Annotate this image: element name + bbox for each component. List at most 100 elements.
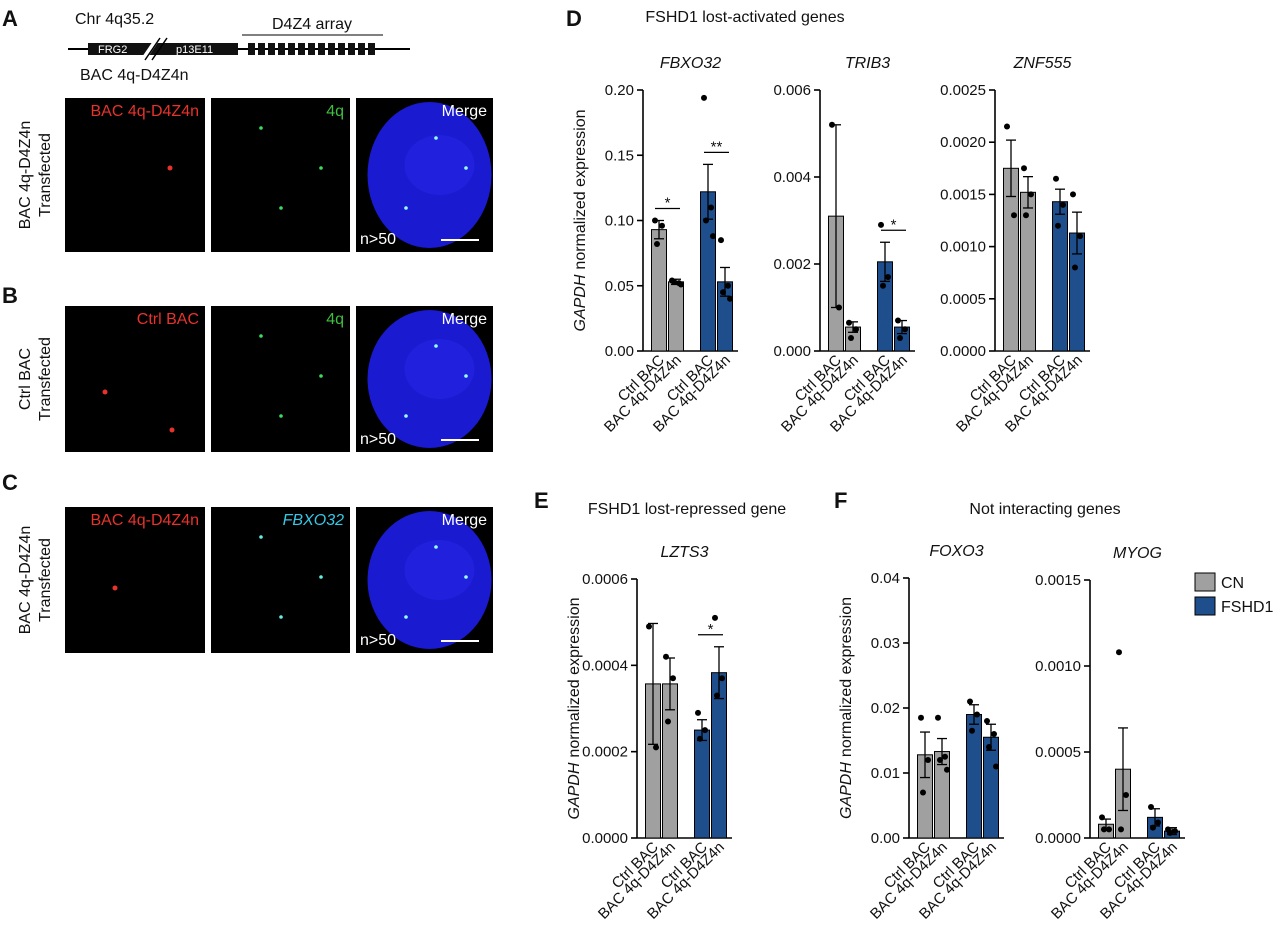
data-point	[848, 334, 854, 341]
legend-label: FSHD1	[1221, 599, 1274, 616]
data-point	[1028, 191, 1034, 198]
chart-title: MYOG	[1113, 545, 1162, 562]
chart-title: FBXO32	[660, 55, 721, 72]
data-point	[1099, 814, 1105, 821]
data-point	[853, 326, 859, 333]
signal-dot	[279, 206, 283, 210]
row-label: Ctrl BAC	[17, 348, 34, 410]
significance-label: *	[708, 621, 714, 638]
data-point	[969, 727, 975, 734]
error-bar	[1055, 188, 1065, 215]
data-point	[993, 763, 999, 770]
micrograph	[65, 507, 205, 653]
channel-label: Ctrl BAC	[137, 311, 199, 328]
signal-dot	[404, 615, 408, 619]
data-point	[1172, 828, 1178, 835]
count-label: n>50	[360, 632, 396, 649]
micrograph	[211, 507, 350, 653]
row-label: BAC 4q-D4Z4n	[17, 526, 34, 635]
data-point	[1101, 826, 1107, 833]
data-point	[1116, 649, 1122, 656]
panel-label: C	[2, 470, 18, 495]
data-point	[1004, 123, 1010, 130]
data-point	[665, 718, 671, 725]
y-tick-label: 0.20	[605, 82, 634, 99]
y-tick-label: 0.0000	[582, 830, 628, 847]
count-label: n>50	[360, 431, 396, 448]
error-bar	[920, 731, 930, 779]
data-point	[944, 766, 950, 773]
data-point	[885, 274, 891, 281]
data-point	[652, 217, 658, 224]
bar	[983, 736, 999, 839]
y-tick-label: 0.15	[605, 147, 634, 164]
group-title: FSHD1 lost-activated genes	[645, 9, 844, 26]
data-point	[984, 718, 990, 724]
group-title: Not interacting genes	[969, 501, 1120, 518]
row-label: Transfected	[37, 337, 54, 421]
panel-label: A	[2, 6, 18, 31]
channel-label: 4q	[326, 311, 344, 328]
error-bar	[1023, 176, 1033, 209]
error-bar	[714, 646, 724, 700]
panel-label: F	[834, 488, 847, 513]
error-bar	[1072, 211, 1082, 255]
data-point	[720, 289, 726, 296]
data-point	[1167, 829, 1173, 836]
nucleus-texture	[404, 339, 475, 399]
channel-label: Merge	[442, 103, 487, 120]
y-axis-label-gene: GAPDH	[838, 762, 855, 819]
y-axis-label: GAPDH normalized expression	[566, 598, 583, 820]
data-point	[670, 675, 676, 682]
data-point	[846, 319, 852, 326]
y-tick-label: 0.0004	[582, 657, 628, 674]
y-tick-label: 0.0000	[1035, 830, 1081, 847]
bar	[694, 729, 710, 839]
data-point	[1148, 804, 1154, 811]
channel-label: 4q	[326, 103, 344, 120]
data-point	[974, 711, 980, 718]
data-point	[829, 121, 835, 128]
y-tick-label: 0.0000	[940, 343, 986, 360]
data-point	[920, 789, 926, 796]
nucleus-texture	[404, 135, 475, 195]
signal-dot	[112, 585, 118, 591]
y-tick-label: 0.0005	[940, 291, 986, 308]
data-point	[695, 709, 701, 716]
data-point	[654, 240, 660, 247]
row-label: Transfected	[37, 538, 54, 622]
significance-label: *	[891, 216, 897, 233]
y-tick-label: 0.10	[605, 213, 634, 230]
micrograph	[211, 98, 350, 252]
error-bar	[1118, 727, 1128, 812]
data-point	[991, 731, 997, 737]
data-point	[897, 334, 903, 341]
micrograph	[211, 306, 350, 452]
data-point	[703, 217, 709, 224]
data-point	[1106, 826, 1112, 833]
data-point	[663, 653, 669, 660]
y-axis-label-text: normalized expression	[572, 110, 589, 270]
data-point	[902, 326, 908, 333]
data-point	[1072, 264, 1078, 271]
panel-label: E	[534, 488, 549, 513]
chart-title: FOXO3	[929, 543, 983, 560]
diagram-label: Chr 4q35.2	[75, 11, 154, 28]
data-point	[671, 278, 677, 285]
y-tick-label: 0.00	[605, 343, 634, 360]
data-point	[1055, 222, 1061, 229]
signal-dot	[319, 575, 323, 579]
data-point	[708, 204, 714, 211]
y-tick-label: 0.004	[773, 169, 811, 186]
y-tick-label: 0.0005	[1035, 744, 1081, 761]
legend-label: CN	[1221, 575, 1244, 592]
data-point	[1070, 191, 1076, 198]
signal-dot	[259, 334, 263, 338]
data-point	[895, 317, 901, 324]
signal-dot	[319, 166, 323, 170]
signal-dot	[434, 545, 438, 549]
data-point	[1077, 233, 1083, 240]
data-point	[836, 304, 842, 311]
signal-dot	[464, 166, 468, 170]
panel-label: D	[566, 6, 582, 31]
